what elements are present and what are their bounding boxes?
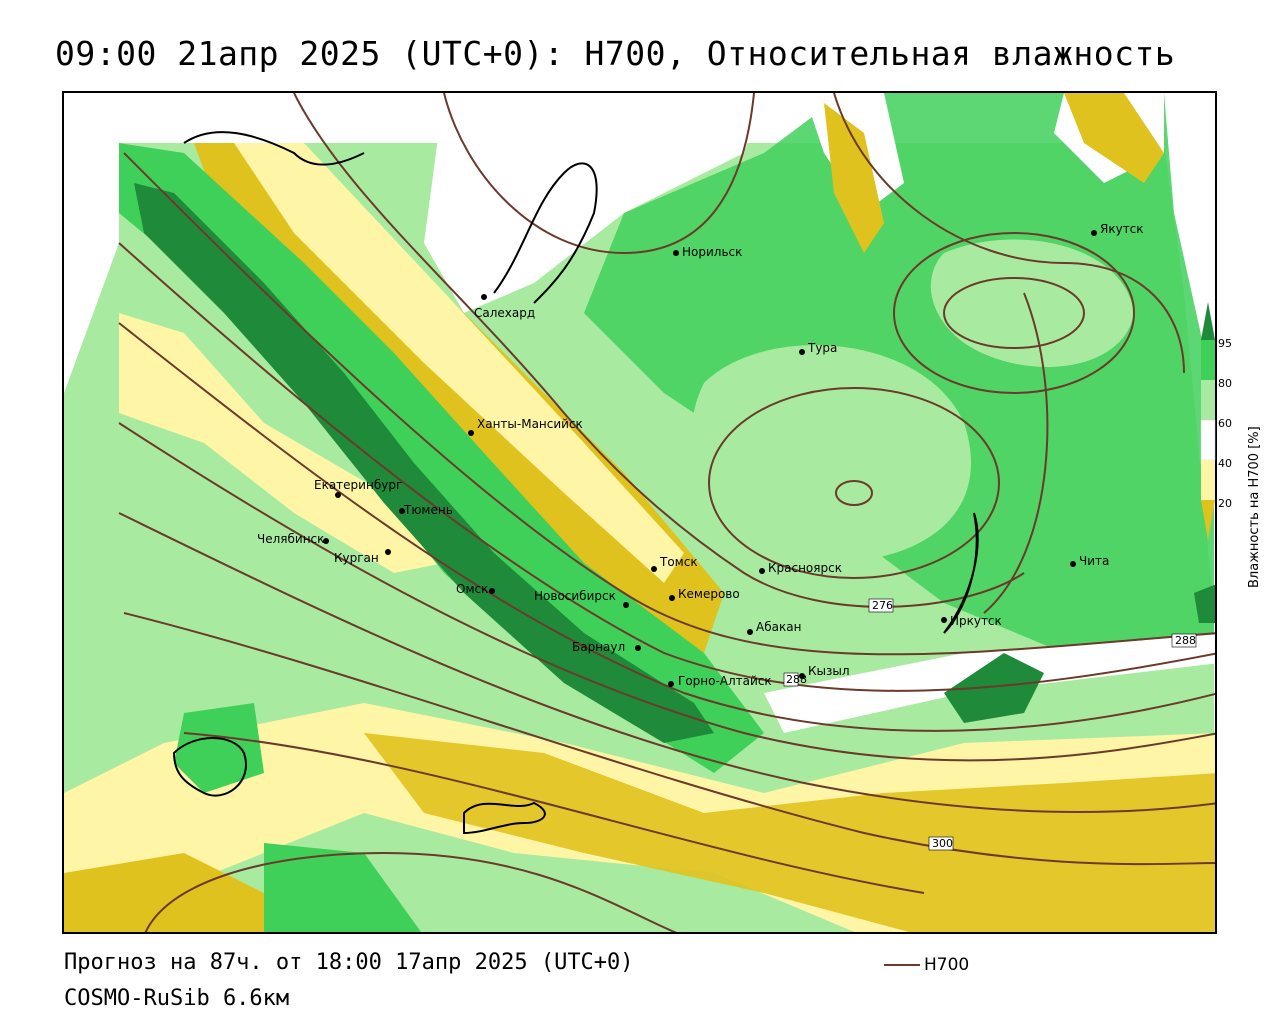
humidity-field: 276 288 300 288 Норильск Якутск Салехард… xyxy=(64,93,1215,932)
svg-text:Барнаул: Барнаул xyxy=(572,640,625,654)
city-markers: Норильск Якутск Салехард Тура Ханты-Манс… xyxy=(257,222,1144,688)
city-barnaul: Барнаул xyxy=(572,640,641,654)
legend-label: H700 xyxy=(924,955,970,975)
city-tyumen: Тюмень xyxy=(399,503,453,517)
contour-label-276: 276 xyxy=(868,598,894,613)
city-tomsk: Томск xyxy=(651,555,698,572)
colorbar-tick-20: 20 xyxy=(1218,497,1232,510)
svg-text:Норильск: Норильск xyxy=(682,245,742,259)
city-krasnoyarsk: Красноярск xyxy=(759,561,842,575)
legend-line-swatch xyxy=(884,964,920,966)
colorbar-tick-60: 60 xyxy=(1218,417,1232,430)
city-tura: Тура xyxy=(799,341,837,355)
svg-text:Томск: Томск xyxy=(659,555,698,569)
svg-text:300: 300 xyxy=(932,837,953,850)
colorbar-tick-40: 40 xyxy=(1218,457,1232,470)
city-kurgan: Курган xyxy=(334,549,391,565)
contour-legend: H700 xyxy=(884,954,969,976)
colorbar-band-20-40 xyxy=(1201,460,1215,500)
svg-text:Иркутск: Иркутск xyxy=(950,614,1002,628)
city-khanty-mansiysk: Ханты-Мансийск xyxy=(468,417,583,436)
city-chita: Чита xyxy=(1070,554,1109,568)
colorbar-title: Влажность на H700 [%] xyxy=(1247,426,1262,588)
colorbar-bottom-arrow xyxy=(1201,500,1215,540)
svg-text:Кемерово: Кемерово xyxy=(678,587,740,601)
city-abakan: Абакан xyxy=(747,620,801,635)
svg-text:288: 288 xyxy=(1175,634,1196,647)
city-novosibirsk: Новосибирск xyxy=(534,589,629,608)
city-kyzyl: Кызыл xyxy=(799,664,850,679)
city-chelyabinsk: Челябинск xyxy=(257,532,329,546)
svg-text:Курган: Курган xyxy=(334,551,379,565)
svg-text:Абакан: Абакан xyxy=(756,620,801,634)
city-omsk: Омск xyxy=(456,582,495,596)
colorbar-tick-95: 95 xyxy=(1218,337,1232,350)
svg-text:Омск: Омск xyxy=(456,582,488,596)
contour-label-300: 300 xyxy=(928,836,954,851)
humidity-colorbar: 95 80 60 40 20 Влажность на H700 [%] xyxy=(1196,300,1276,600)
city-kemerovo: Кемерово xyxy=(669,587,740,601)
svg-text:Тюмень: Тюмень xyxy=(403,503,453,517)
svg-text:Тура: Тура xyxy=(807,341,837,355)
svg-text:Новосибирск: Новосибирск xyxy=(534,589,616,603)
map-title: 09:00 21апр 2025 (UTC+0): H700, Относите… xyxy=(55,34,1176,73)
colorbar-band-60-80 xyxy=(1201,380,1215,420)
svg-text:Горно-Алтайск: Горно-Алтайск xyxy=(678,674,772,688)
contour-label-288: 288 xyxy=(1171,633,1197,648)
city-yekaterinburg: Екатеринбург xyxy=(314,478,402,498)
city-yakutsk: Якутск xyxy=(1091,222,1144,236)
model-name: COSMO-RuSib 6.6км xyxy=(64,986,290,1011)
svg-text:Чита: Чита xyxy=(1079,554,1109,568)
svg-text:Якутск: Якутск xyxy=(1100,222,1144,236)
city-irkutsk: Иркутск xyxy=(941,614,1002,628)
forecast-info: Прогноз на 87ч. от 18:00 17апр 2025 (UTC… xyxy=(64,950,634,975)
svg-text:Салехард: Салехард xyxy=(474,306,535,320)
svg-text:Екатеринбург: Екатеринбург xyxy=(314,478,402,492)
svg-text:Красноярск: Красноярск xyxy=(768,561,842,575)
svg-text:Кызыл: Кызыл xyxy=(808,664,850,678)
colorbar-tick-80: 80 xyxy=(1218,377,1232,390)
forecast-map: 276 288 300 288 Норильск Якутск Салехард… xyxy=(62,91,1217,934)
svg-text:276: 276 xyxy=(872,599,893,612)
city-norilsk: Норильск xyxy=(673,245,742,259)
colorbar-band-80-95 xyxy=(1201,340,1215,380)
colorbar-top-arrow xyxy=(1201,302,1215,340)
svg-text:Ханты-Мансийск: Ханты-Мансийск xyxy=(477,417,583,431)
svg-text:Челябинск: Челябинск xyxy=(257,532,324,546)
colorbar-band-40-60 xyxy=(1200,419,1216,461)
city-gorno-altaysk: Горно-Алтайск xyxy=(668,674,772,688)
city-salekhard: Салехард xyxy=(474,294,535,320)
